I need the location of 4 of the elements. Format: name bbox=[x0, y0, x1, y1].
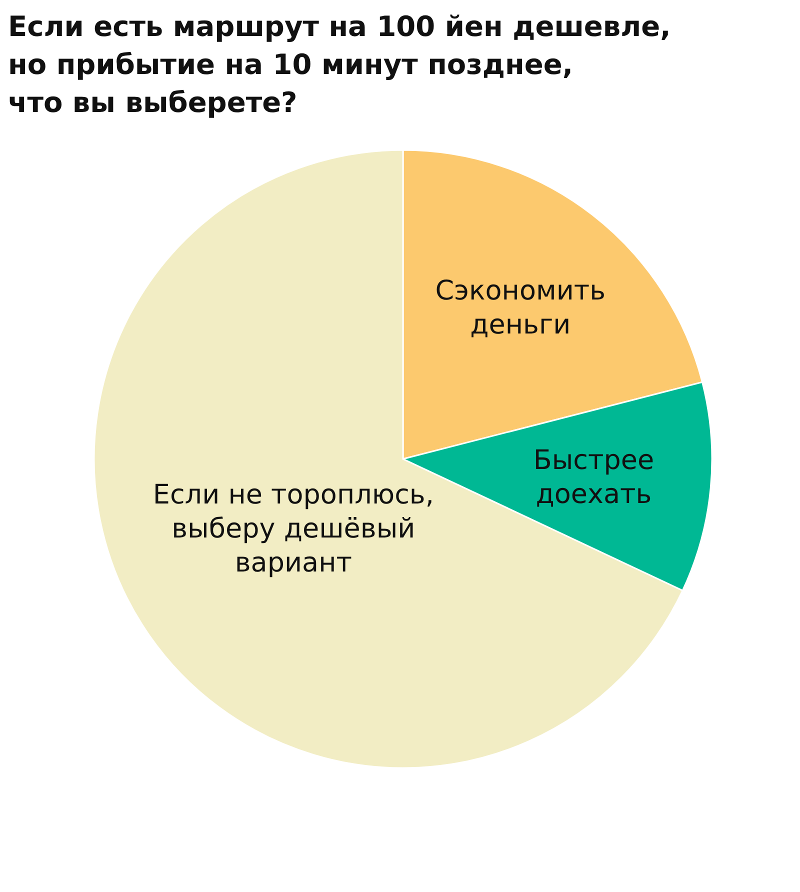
slice-label: Если не тороплюсь, выберу дешёвый вариант bbox=[152, 479, 434, 578]
slice-label: Быстрее доехать bbox=[533, 444, 654, 510]
chart-title: Если есть маршрут на 100 йен дешевле, но прибытие на 10 минут позднее, что вы выберете? bbox=[8, 9, 672, 121]
slice-label: Сэкономить деньги bbox=[435, 275, 606, 340]
